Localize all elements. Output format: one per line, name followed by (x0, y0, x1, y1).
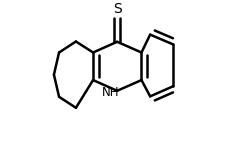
Text: S: S (113, 2, 121, 16)
Text: NH: NH (102, 86, 120, 99)
